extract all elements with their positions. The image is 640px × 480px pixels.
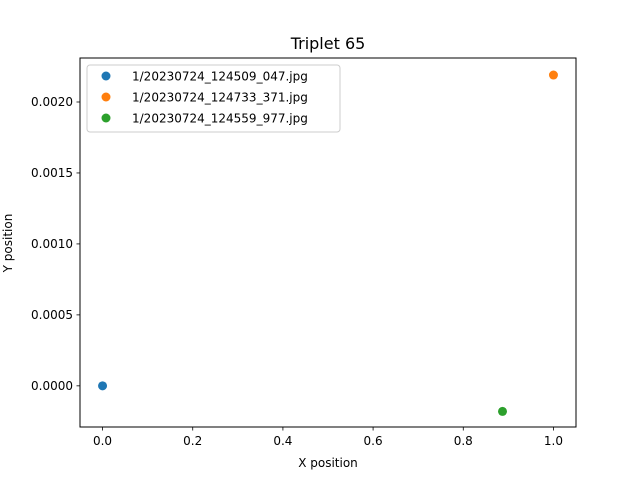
y-axis-ticks: 0.0000 0.0005 0.0010 0.0015 0.0020 xyxy=(31,95,80,393)
legend-box xyxy=(86,64,341,133)
legend-label: 1/20230724_124509_047.jpg xyxy=(132,70,308,84)
legend-label: 1/20230724_124733_371.jpg xyxy=(132,91,308,105)
data-points xyxy=(98,70,558,416)
x-axis-label: X position xyxy=(298,456,358,470)
plot-area-frame xyxy=(79,57,577,428)
x-tick-label: 0.4 xyxy=(273,434,292,448)
data-point-series-1 xyxy=(98,381,108,391)
legend-marker xyxy=(101,113,111,123)
x-tick-label: 0.2 xyxy=(183,434,202,448)
legend-marker xyxy=(101,71,111,81)
legend-entries: 1/20230724_124509_047.jpg 1/20230724_1247… xyxy=(101,70,308,126)
chart-title: Triplet 65 xyxy=(290,34,366,53)
y-tick-label: 0.0000 xyxy=(31,379,73,393)
x-axis-ticks: 0.0 0.2 0.4 0.6 0.8 1.0 xyxy=(93,427,563,448)
y-tick-label: 0.0010 xyxy=(31,237,73,251)
legend-label: 1/20230724_124559_977.jpg xyxy=(132,112,308,126)
x-tick-label: 0.8 xyxy=(454,434,473,448)
data-point-series-3 xyxy=(498,406,508,416)
data-point-series-2 xyxy=(548,70,558,80)
legend-marker xyxy=(101,92,111,102)
y-tick-label: 0.0005 xyxy=(31,308,73,322)
y-tick-label: 0.0015 xyxy=(31,166,73,180)
legend: 1/20230724_124509_047.jpg 1/20230724_1247… xyxy=(86,64,341,133)
x-tick-label: 0.6 xyxy=(364,434,383,448)
x-tick-label: 1.0 xyxy=(544,434,563,448)
y-axis-label: Y position xyxy=(1,214,15,274)
x-tick-label: 0.0 xyxy=(93,434,112,448)
y-tick-label: 0.0020 xyxy=(31,95,73,109)
